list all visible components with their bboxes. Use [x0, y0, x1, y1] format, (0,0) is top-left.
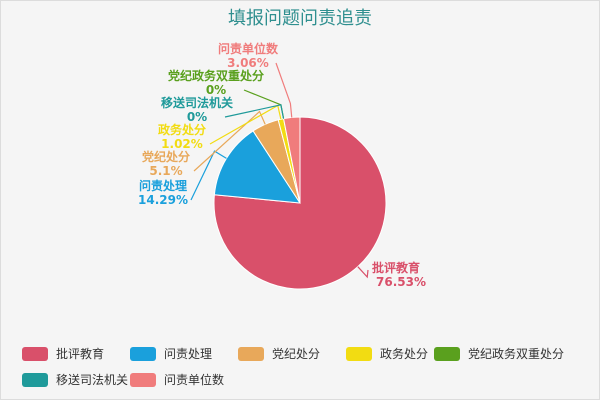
legend-item-5[interactable]: 移送司法机关	[22, 372, 128, 387]
legend-item-2[interactable]: 党纪处分	[238, 346, 320, 361]
leader-line-0	[357, 266, 369, 279]
slice-name-label-5: 移送司法机关	[161, 95, 233, 110]
legend-swatch-6	[130, 373, 156, 387]
legend-label-2: 党纪处分	[272, 346, 320, 361]
leader-line-6	[275, 62, 293, 118]
legend-item-0[interactable]: 批评教育	[22, 346, 104, 361]
pie-slice-1[interactable]	[213, 130, 301, 204]
legend-label-3: 政务处分	[380, 346, 428, 361]
leader-line-4	[243, 89, 285, 119]
slice-name-label-6: 问责单位数	[218, 41, 279, 56]
slice-value-label-6: 3.06%	[227, 56, 269, 70]
slice-value-label-1: 14.29%	[138, 193, 188, 207]
pie-slice-6[interactable]	[282, 116, 301, 204]
legend-swatch-2	[238, 347, 264, 361]
slice-value-label-3: 1.02%	[161, 137, 203, 151]
leader-line-2	[193, 110, 266, 172]
slice-name-label-0: 批评教育	[372, 260, 420, 275]
chart-title: 填报问题问责追责	[228, 8, 372, 29]
legend-swatch-1	[130, 347, 156, 361]
legend-swatch-5	[22, 373, 48, 387]
leader-line-5	[224, 104, 285, 119]
legend-label-1: 问责处理	[164, 347, 212, 361]
legend-label-0: 批评教育	[56, 346, 104, 361]
legend-item-3[interactable]: 政务处分	[346, 346, 428, 361]
legend-swatch-4	[434, 347, 460, 361]
slice-value-label-4: 0%	[206, 83, 226, 97]
legend-item-6[interactable]: 问责单位数	[130, 372, 224, 387]
legend-label-4: 党纪政务双重处分	[468, 346, 564, 361]
slice-value-label-2: 5.1%	[149, 164, 182, 178]
leader-line-1	[190, 150, 227, 201]
slice-value-label-5: 0%	[187, 110, 207, 124]
legend-swatch-0	[22, 347, 48, 361]
legend-swatch-3	[346, 347, 372, 361]
legend-item-4[interactable]: 党纪政务双重处分	[434, 346, 564, 361]
slice-name-label-2: 党纪处分	[142, 149, 190, 164]
slice-name-label-1: 问责处理	[139, 178, 187, 193]
legend-item-1[interactable]: 问责处理	[130, 347, 212, 361]
legend-label-5: 移送司法机关	[56, 372, 128, 387]
slice-value-label-0: 76.53%	[376, 275, 426, 289]
slice-name-label-4: 党纪政务双重处分	[168, 68, 264, 83]
slice-name-label-3: 政务处分	[158, 122, 206, 137]
pie-slice-0[interactable]	[213, 116, 387, 290]
legend-label-6: 问责单位数	[164, 372, 224, 387]
